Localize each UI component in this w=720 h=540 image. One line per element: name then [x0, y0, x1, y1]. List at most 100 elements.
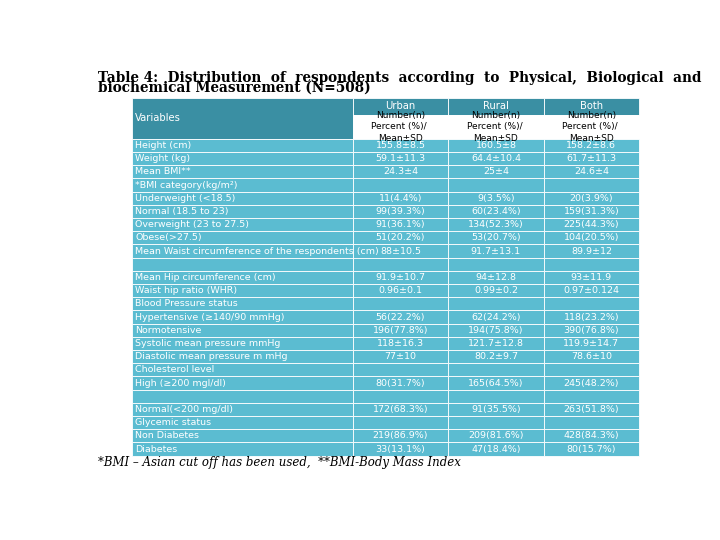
Bar [132, 245, 353, 258]
Text: 390(76.8%): 390(76.8%) [564, 326, 619, 335]
Bar [353, 165, 448, 178]
Text: 165(64.5%): 165(64.5%) [468, 379, 523, 388]
Text: 61.7±11.3: 61.7±11.3 [567, 154, 616, 163]
Text: 209(81.6%): 209(81.6%) [468, 431, 523, 440]
Bar [132, 205, 353, 218]
Bar [448, 152, 544, 165]
Bar [132, 139, 353, 152]
Text: Weight (kg): Weight (kg) [135, 154, 190, 163]
Bar [353, 284, 448, 297]
Bar [544, 178, 639, 192]
Bar [132, 192, 353, 205]
Bar [448, 205, 544, 218]
Text: High (≥200 mgl/dl): High (≥200 mgl/dl) [135, 379, 226, 388]
Bar [353, 178, 448, 192]
Bar [353, 218, 448, 231]
Bar [132, 390, 353, 403]
Text: Blood Pressure status: Blood Pressure status [135, 299, 238, 308]
Bar [544, 205, 639, 218]
Bar [448, 258, 544, 271]
Text: 219(86.9%): 219(86.9%) [373, 431, 428, 440]
Text: Glycemic status: Glycemic status [135, 418, 212, 427]
Bar [448, 139, 544, 152]
Text: Diastolic mean pressure m mHg: Diastolic mean pressure m mHg [135, 352, 288, 361]
Bar [132, 178, 353, 192]
Bar [448, 178, 544, 192]
Bar [544, 350, 639, 363]
Bar [448, 350, 544, 363]
Text: 99(39.3%): 99(39.3%) [376, 207, 426, 216]
Text: 80(31.7%): 80(31.7%) [376, 379, 426, 388]
Text: 104(20.5%): 104(20.5%) [564, 233, 619, 242]
Text: Overweight (23 to 27.5): Overweight (23 to 27.5) [135, 220, 249, 229]
Bar [132, 323, 353, 337]
Text: 225(44.3%): 225(44.3%) [564, 220, 619, 229]
Bar [353, 114, 448, 139]
Bar [448, 192, 544, 205]
Text: 118±16.3: 118±16.3 [377, 339, 424, 348]
Text: Systolic mean pressure mmHg: Systolic mean pressure mmHg [135, 339, 281, 348]
Text: 91.9±10.7: 91.9±10.7 [375, 273, 426, 282]
Text: 47(18.4%): 47(18.4%) [471, 444, 521, 454]
Text: Height (cm): Height (cm) [135, 141, 192, 150]
Text: 78.6±10: 78.6±10 [571, 352, 612, 361]
Text: Number(n)
Percent (%)/ 
Mean±SD: Number(n) Percent (%)/ Mean±SD [467, 111, 525, 143]
Text: 263(51.8%): 263(51.8%) [564, 405, 619, 414]
Bar [353, 390, 448, 403]
Bar [448, 376, 544, 390]
Text: Underweight (<18.5): Underweight (<18.5) [135, 194, 235, 202]
Bar [544, 152, 639, 165]
Bar [132, 403, 353, 416]
Bar [353, 350, 448, 363]
Text: 33(13.1%): 33(13.1%) [376, 444, 426, 454]
Bar [448, 442, 544, 456]
Text: 91(35.5%): 91(35.5%) [471, 405, 521, 414]
Text: 155.8±8.5: 155.8±8.5 [375, 141, 426, 150]
Text: 24.3±4: 24.3±4 [383, 167, 418, 177]
Text: 119.9±14.7: 119.9±14.7 [563, 339, 619, 348]
Text: 118(23.2%): 118(23.2%) [564, 313, 619, 321]
Text: 77±10: 77±10 [384, 352, 416, 361]
Bar [353, 337, 448, 350]
Bar [544, 323, 639, 337]
Bar [132, 152, 353, 165]
Text: 121.7±12.8: 121.7±12.8 [468, 339, 524, 348]
Bar [448, 98, 544, 114]
Text: 245(48.2%): 245(48.2%) [564, 379, 619, 388]
Bar [448, 245, 544, 258]
Text: 196(77.8%): 196(77.8%) [373, 326, 428, 335]
Text: Mean BMI**: Mean BMI** [135, 167, 191, 177]
Bar [132, 310, 353, 323]
Bar [544, 429, 639, 442]
Text: 134(52.3%): 134(52.3%) [468, 220, 524, 229]
Bar [132, 297, 353, 310]
Bar [353, 98, 448, 114]
Text: Obese(>27.5): Obese(>27.5) [135, 233, 202, 242]
Bar [448, 218, 544, 231]
Text: 24.6±4: 24.6±4 [574, 167, 609, 177]
Bar [544, 297, 639, 310]
Text: 91(36.1%): 91(36.1%) [376, 220, 426, 229]
Bar [448, 429, 544, 442]
Bar [448, 284, 544, 297]
Bar [448, 363, 544, 376]
Text: 91.7±13.1: 91.7±13.1 [471, 247, 521, 255]
Bar [132, 442, 353, 456]
Text: Hypertensive (≥140/90 mmHg): Hypertensive (≥140/90 mmHg) [135, 313, 284, 321]
Bar [448, 416, 544, 429]
Text: 62(24.2%): 62(24.2%) [471, 313, 521, 321]
Bar [353, 139, 448, 152]
Text: biochemical Measurement (N=508): biochemical Measurement (N=508) [98, 80, 370, 94]
Bar [353, 323, 448, 337]
Bar [544, 245, 639, 258]
Text: 159(31.3%): 159(31.3%) [564, 207, 619, 216]
Bar [544, 165, 639, 178]
Text: Waist hip ratio (WHR): Waist hip ratio (WHR) [135, 286, 238, 295]
Text: 0.96±0.1: 0.96±0.1 [379, 286, 423, 295]
Bar [353, 376, 448, 390]
Text: 25±4: 25±4 [483, 167, 509, 177]
Bar [544, 231, 639, 245]
Bar [132, 218, 353, 231]
Text: Normal (18.5 to 23): Normal (18.5 to 23) [135, 207, 229, 216]
Text: 80(15.7%): 80(15.7%) [567, 444, 616, 454]
